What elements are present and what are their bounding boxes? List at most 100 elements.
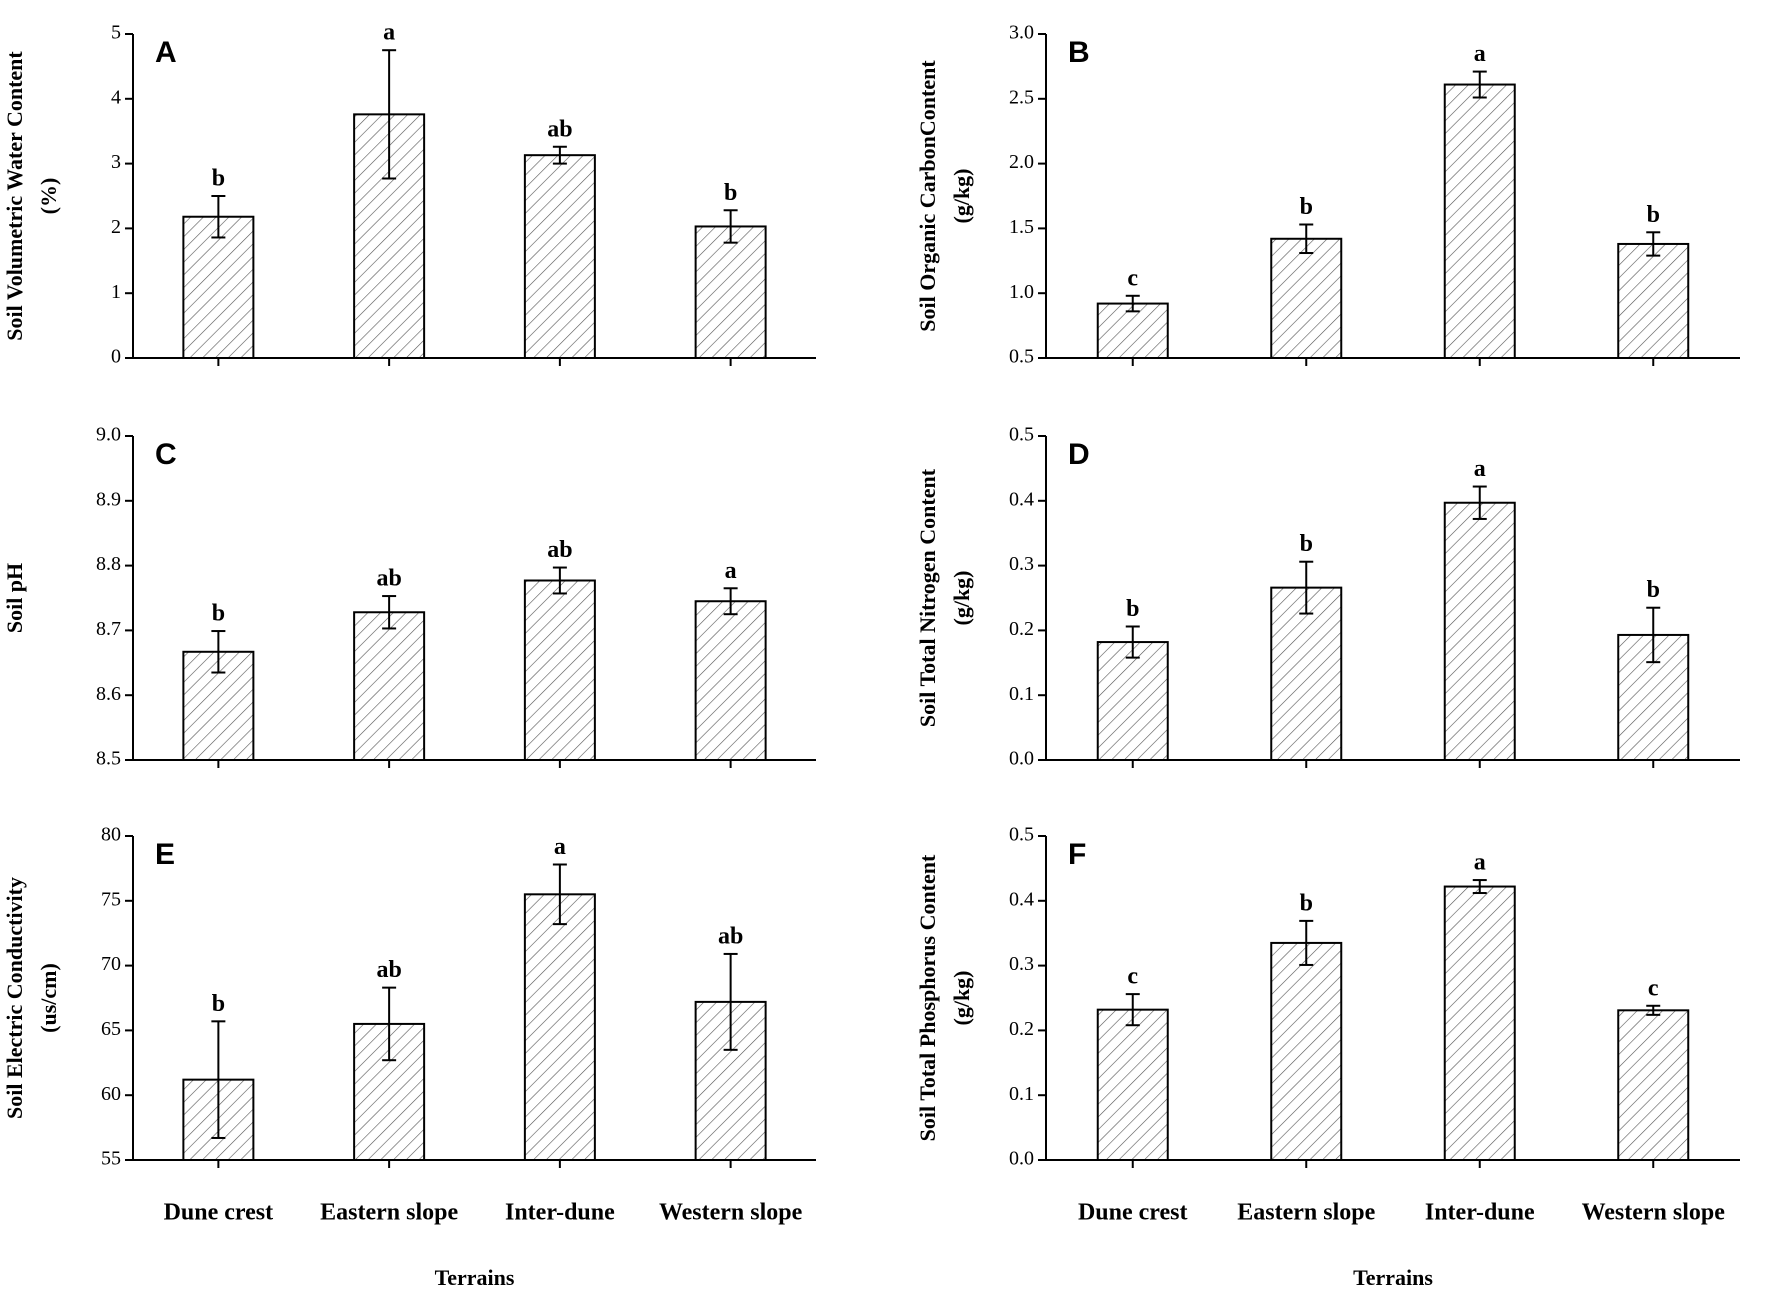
panel-letter: E	[155, 838, 175, 871]
y-tick-label: 0.3	[1009, 953, 1034, 975]
y-tick-label: 0.5	[1009, 424, 1034, 446]
y-tick-label: 0.1	[1009, 683, 1034, 705]
bar	[1096, 302, 1169, 359]
significance-label: b	[212, 166, 225, 192]
y-tick-label: 9.0	[96, 424, 121, 446]
y-tick-label: 8.5	[96, 748, 121, 770]
significance-label: b	[1300, 890, 1313, 916]
bar	[1270, 941, 1343, 1161]
bar	[353, 113, 426, 359]
y-tick-label: 80	[101, 824, 121, 846]
y-tick-label: 2	[111, 216, 121, 238]
significance-label: a	[1474, 41, 1486, 67]
significance-label: b	[1300, 531, 1313, 557]
panel-letter: C	[155, 438, 177, 471]
y-axis-label: Soil Electric Conductivity	[2, 877, 27, 1119]
x-tick-label: Western slope	[1582, 1200, 1726, 1226]
bar	[523, 579, 596, 762]
bar	[1443, 501, 1516, 761]
y-tick-label: 0.4	[1009, 488, 1034, 510]
y-axis-label: Soil pH	[2, 563, 27, 633]
y-tick-label: 8.9	[96, 488, 121, 510]
significance-label: c	[1648, 975, 1659, 1001]
bar	[1096, 641, 1169, 762]
significance-label: a	[554, 834, 566, 860]
y-tick-label: 1.0	[1009, 281, 1034, 303]
significance-label: b	[212, 991, 225, 1017]
significance-label: c	[1127, 265, 1138, 291]
bar	[1443, 885, 1516, 1161]
bar	[353, 611, 426, 761]
x-tick-label: Dune crest	[1078, 1200, 1188, 1226]
significance-label: b	[1126, 596, 1139, 622]
significance-label: b	[724, 180, 737, 206]
significance-label: a	[1474, 850, 1486, 876]
y-tick-label: 2.5	[1009, 86, 1034, 108]
y-tick-label: 8.8	[96, 553, 121, 575]
y-axis-label: Soil Total Nitrogen Content	[915, 468, 940, 727]
bar	[694, 600, 767, 761]
panel-letter: D	[1068, 438, 1090, 471]
significance-label: ab	[547, 116, 572, 142]
x-axis-label: Terrains	[1353, 1265, 1433, 1290]
y-tick-label: 3.0	[1009, 22, 1034, 44]
y-tick-label: 0.1	[1009, 1083, 1034, 1105]
y-tick-label: 0.0	[1009, 748, 1034, 770]
significance-label: ab	[376, 566, 401, 592]
x-axis-label: Terrains	[435, 1265, 515, 1290]
y-axis-label: (g/kg)	[949, 971, 974, 1026]
y-tick-label: 55	[101, 1148, 121, 1170]
bar	[523, 154, 596, 359]
y-axis-label: (us/cm)	[36, 963, 61, 1033]
y-tick-label: 0.0	[1009, 1148, 1034, 1170]
significance-label: a	[383, 20, 395, 46]
bar	[1270, 586, 1343, 762]
y-axis-label: (%)	[36, 178, 61, 215]
y-tick-label: 0.4	[1009, 888, 1034, 910]
y-tick-label: 8.6	[96, 683, 121, 705]
significance-label: a	[725, 558, 737, 584]
significance-label: a	[1474, 456, 1486, 482]
y-axis-label: (g/kg)	[949, 169, 974, 224]
y-tick-label: 0	[111, 346, 121, 368]
y-tick-label: 1.5	[1009, 216, 1034, 238]
x-tick-label: Dune crest	[164, 1200, 274, 1226]
y-tick-label: 2.0	[1009, 151, 1034, 173]
bar	[694, 225, 767, 359]
significance-label: b	[1647, 202, 1660, 228]
y-tick-label: 0.5	[1009, 824, 1034, 846]
x-tick-label: Western slope	[659, 1200, 803, 1226]
x-tick-label: Inter-dune	[505, 1200, 615, 1226]
bar	[1096, 1008, 1169, 1161]
bar	[182, 215, 255, 359]
y-tick-label: 60	[101, 1083, 121, 1105]
y-tick-label: 0.2	[1009, 618, 1034, 640]
y-tick-label: 65	[101, 1018, 121, 1040]
significance-label: ab	[718, 923, 743, 949]
bar	[1270, 237, 1343, 360]
y-tick-label: 70	[101, 953, 121, 975]
y-axis-label: (g/kg)	[949, 571, 974, 626]
y-tick-label: 0.5	[1009, 346, 1034, 368]
significance-label: ab	[376, 957, 401, 983]
panel-letter: B	[1068, 36, 1090, 69]
y-axis-label: Soil Volumetric Water Content	[2, 51, 27, 341]
y-axis-label: Soil Total Phosphorus Content	[915, 854, 940, 1141]
y-tick-label: 0.2	[1009, 1018, 1034, 1040]
x-tick-label: Inter-dune	[1425, 1200, 1535, 1226]
y-tick-label: 3	[111, 151, 121, 173]
y-tick-label: 5	[111, 22, 121, 44]
significance-label: c	[1127, 964, 1138, 990]
significance-label: b	[212, 601, 225, 627]
bar	[1617, 242, 1690, 359]
significance-label: ab	[547, 537, 572, 563]
x-tick-label: Eastern slope	[1237, 1200, 1375, 1226]
y-tick-label: 0.3	[1009, 553, 1034, 575]
significance-label: b	[1647, 577, 1660, 603]
y-axis-label: Soil Organic CarbonContent	[915, 60, 940, 332]
panel-letter: A	[155, 36, 177, 69]
bar	[1443, 83, 1516, 359]
bar	[523, 893, 596, 1161]
y-tick-label: 8.7	[96, 618, 121, 640]
x-tick-label: Eastern slope	[320, 1200, 458, 1226]
